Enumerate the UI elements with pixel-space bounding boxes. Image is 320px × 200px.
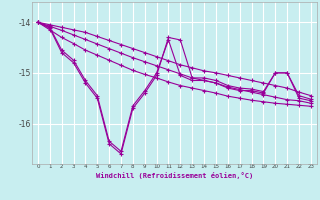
X-axis label: Windchill (Refroidissement éolien,°C): Windchill (Refroidissement éolien,°C) [96, 172, 253, 179]
